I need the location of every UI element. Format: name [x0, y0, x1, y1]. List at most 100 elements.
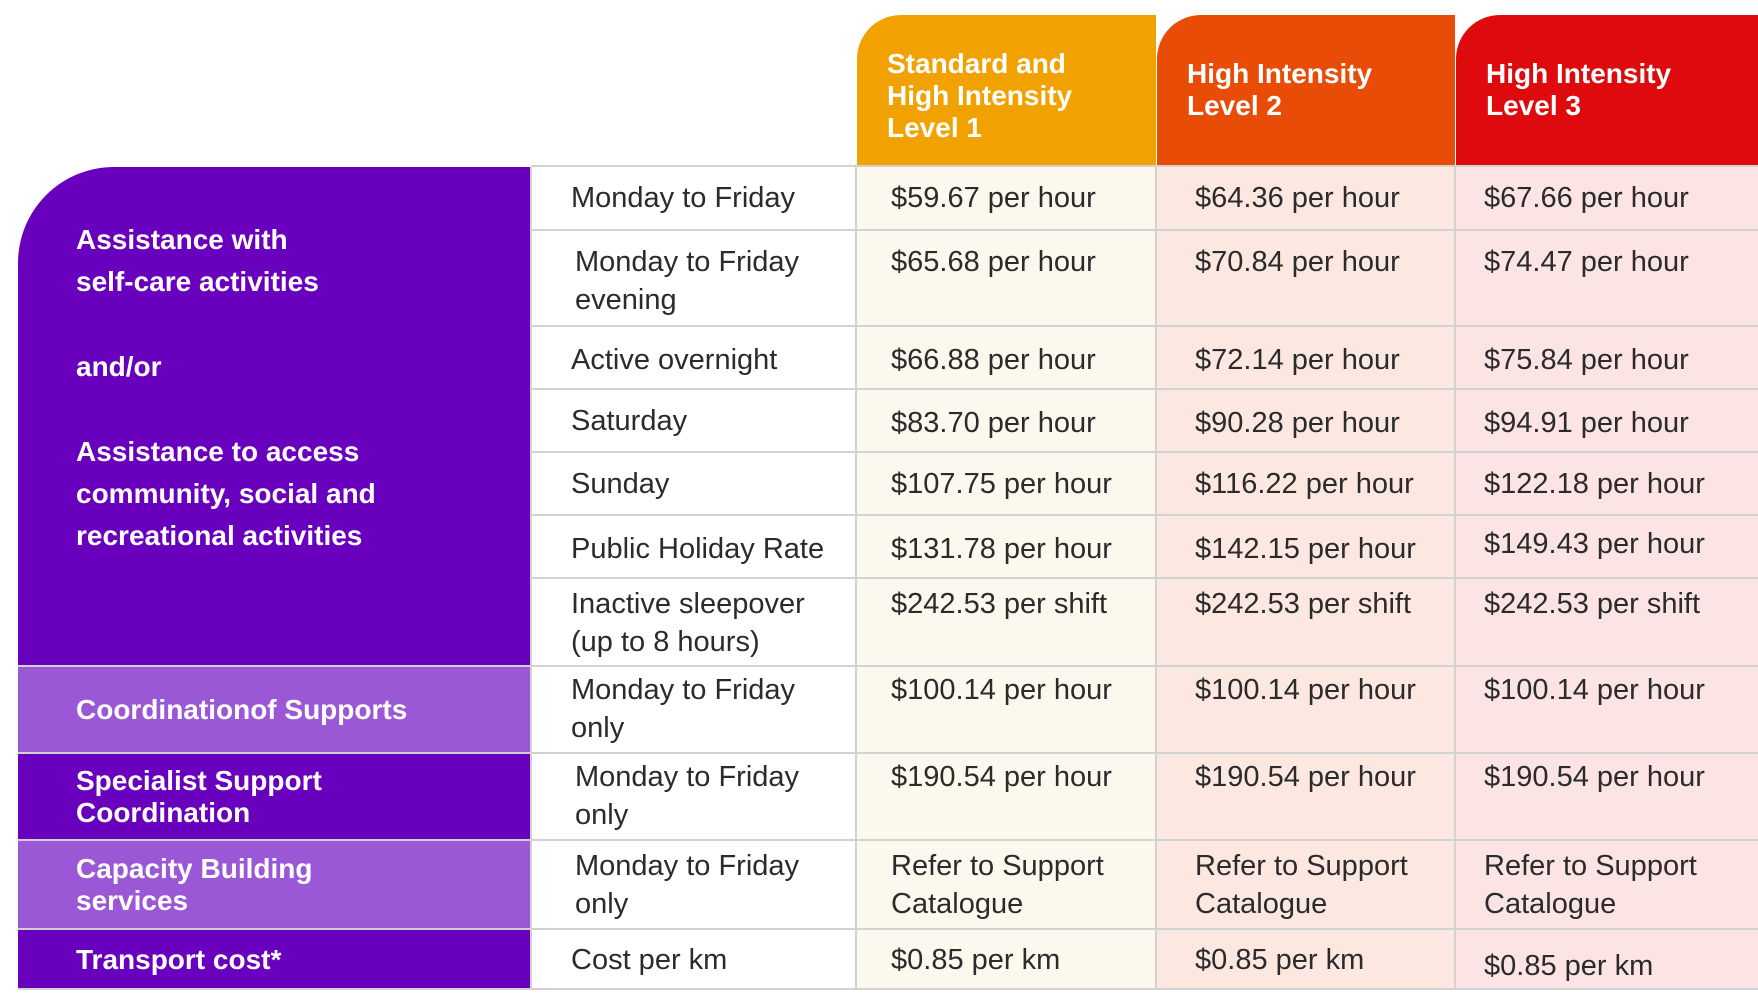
- rate-value: $64.36 per hour: [1195, 182, 1400, 214]
- category-transport-label: Transport cost*: [76, 944, 282, 975]
- time-label: Inactive sleepover (up to 8 hours): [571, 588, 805, 658]
- category-assistance-line-2: self-care activities: [76, 266, 319, 297]
- category-access-line-1: Assistance to access: [76, 436, 360, 467]
- table-row-time: Sunday: [531, 453, 856, 514]
- time-label: Cost per km: [571, 944, 728, 976]
- rate-cell: $74.47 per hour: [1456, 231, 1758, 325]
- rate-cell: $83.70 per hour: [857, 390, 1156, 451]
- category-coordination: Coordinationof Supports: [18, 667, 530, 752]
- rate-cell: Refer to Support Catalogue: [1157, 841, 1455, 928]
- time-label: Saturday: [571, 405, 688, 437]
- category-capacity-label: Capacity Building services: [76, 852, 313, 916]
- table-row-time: Monday to Friday evening: [531, 231, 856, 325]
- time-label: Monday to Friday evening: [575, 246, 800, 316]
- rate-value: $190.54 per hour: [891, 761, 1112, 793]
- category-capacity: Capacity Building services: [18, 841, 530, 928]
- table-row-time: Public Holiday Rate: [531, 516, 856, 577]
- rate-value: $0.85 per km: [891, 944, 1061, 976]
- rate-value: $122.18 per hour: [1484, 468, 1705, 500]
- rate-cell: $242.53 per shift: [1456, 579, 1758, 665]
- rate-value: $100.14 per hour: [891, 674, 1112, 706]
- table-row-time: Saturday: [531, 390, 856, 451]
- category-assistance-line-1: Assistance with: [76, 224, 288, 255]
- category-access-line-3: recreational activities: [76, 520, 363, 551]
- time-label: Monday to Friday only: [575, 850, 800, 920]
- header-level-2-label: High Intensity Level 2: [1187, 58, 1373, 121]
- rate-value: $90.28 per hour: [1195, 407, 1400, 439]
- rate-cell: $65.68 per hour: [857, 231, 1156, 325]
- table-row-time: Monday to Friday only: [531, 667, 856, 752]
- table-row-time: Monday to Friday: [531, 167, 856, 229]
- header-level-1-label: Standard and High Intensity Level 1: [887, 48, 1073, 143]
- rate-cell: $149.43 per hour: [1456, 516, 1758, 577]
- rate-cell: $94.91 per hour: [1456, 390, 1758, 451]
- rate-value: $75.84 per hour: [1484, 344, 1689, 376]
- rate-value: $242.53 per shift: [1195, 588, 1412, 620]
- rate-cell: $72.14 per hour: [1157, 327, 1455, 388]
- rate-value: $83.70 per hour: [891, 407, 1096, 439]
- rate-value: Refer to Support Catalogue: [1195, 850, 1408, 920]
- rate-value: $67.66 per hour: [1484, 182, 1689, 214]
- category-specialist-label: Specialist Support Coordination: [76, 764, 322, 828]
- rate-value: $72.14 per hour: [1195, 344, 1400, 376]
- rate-value: $190.54 per hour: [1484, 761, 1705, 793]
- rate-value: $142.15 per hour: [1195, 533, 1416, 565]
- table-row-time: Monday to Friday only: [531, 841, 856, 928]
- time-label: Monday to Friday: [571, 182, 796, 214]
- header-level-1: Standard and High Intensity Level 1: [857, 15, 1156, 165]
- category-coordination-label: Coordinationof Supports: [76, 693, 408, 725]
- rate-cell: $90.28 per hour: [1157, 390, 1455, 451]
- table-row-time: Inactive sleepover (up to 8 hours): [531, 579, 856, 665]
- category-access-line-2: community, social and: [76, 478, 376, 509]
- time-label: Sunday: [571, 468, 670, 500]
- rate-value: $66.88 per hour: [891, 344, 1096, 376]
- time-label: Active overnight: [571, 344, 778, 376]
- rate-cell: Refer to Support Catalogue: [1456, 841, 1758, 928]
- table-row-time: Monday to Friday only: [531, 754, 856, 839]
- rate-value: $0.85 per km: [1195, 944, 1365, 976]
- rate-value: $100.14 per hour: [1484, 674, 1705, 706]
- rate-cell: $100.14 per hour: [857, 667, 1156, 752]
- rate-value: Refer to Support Catalogue: [891, 850, 1104, 920]
- table-row-time: Active overnight: [531, 327, 856, 388]
- category-specialist: Specialist Support Coordination: [18, 754, 530, 839]
- rate-cell: $100.14 per hour: [1456, 667, 1758, 752]
- rate-cell: $190.54 per hour: [1456, 754, 1758, 839]
- category-andor: and/or: [76, 351, 162, 382]
- rate-cell: $0.85 per km: [857, 930, 1156, 990]
- rate-value: $74.47 per hour: [1484, 246, 1689, 278]
- rate-value: Refer to Support Catalogue: [1484, 850, 1697, 920]
- rate-cell: $0.85 per km: [1157, 930, 1455, 990]
- rate-cell: $242.53 per shift: [1157, 579, 1455, 665]
- rate-value: $100.14 per hour: [1195, 674, 1416, 706]
- rate-cell: Refer to Support Catalogue: [857, 841, 1156, 928]
- table-row-time: Cost per km: [531, 930, 856, 990]
- time-label: Public Holiday Rate: [571, 533, 825, 565]
- category-assistance: Assistance with self-care activities and…: [18, 167, 530, 667]
- rate-cell: $0.85 per km: [1456, 930, 1758, 990]
- rate-cell: $66.88 per hour: [857, 327, 1156, 388]
- rate-value: $65.68 per hour: [891, 246, 1096, 278]
- header-level-3: High Intensity Level 3: [1456, 15, 1758, 165]
- rate-value: $70.84 per hour: [1195, 246, 1400, 278]
- header-level-3-label: High Intensity Level 3: [1486, 58, 1672, 121]
- rate-cell: $190.54 per hour: [857, 754, 1156, 839]
- rate-value: $116.22 per hour: [1195, 468, 1414, 500]
- rate-value: $149.43 per hour: [1484, 528, 1705, 560]
- rate-value: $59.67 per hour: [891, 182, 1096, 214]
- rate-value: $190.54 per hour: [1195, 761, 1416, 793]
- rate-cell: $59.67 per hour: [857, 167, 1156, 229]
- rate-cell: $122.18 per hour: [1456, 453, 1758, 514]
- category-transport: Transport cost*: [18, 930, 530, 990]
- rate-value: $242.53 per shift: [891, 588, 1108, 620]
- rate-value: $107.75 per hour: [891, 468, 1112, 500]
- rate-cell: $100.14 per hour: [1157, 667, 1455, 752]
- rate-cell: $107.75 per hour: [857, 453, 1156, 514]
- rate-cell: $116.22 per hour: [1157, 453, 1455, 514]
- rate-cell: $64.36 per hour: [1157, 167, 1455, 229]
- rate-cell: $131.78 per hour: [857, 516, 1156, 577]
- rate-value: $94.91 per hour: [1484, 407, 1689, 439]
- rate-cell: $242.53 per shift: [857, 579, 1156, 665]
- time-label: Monday to Friday only: [575, 761, 800, 831]
- rate-value: $131.78 per hour: [891, 533, 1112, 565]
